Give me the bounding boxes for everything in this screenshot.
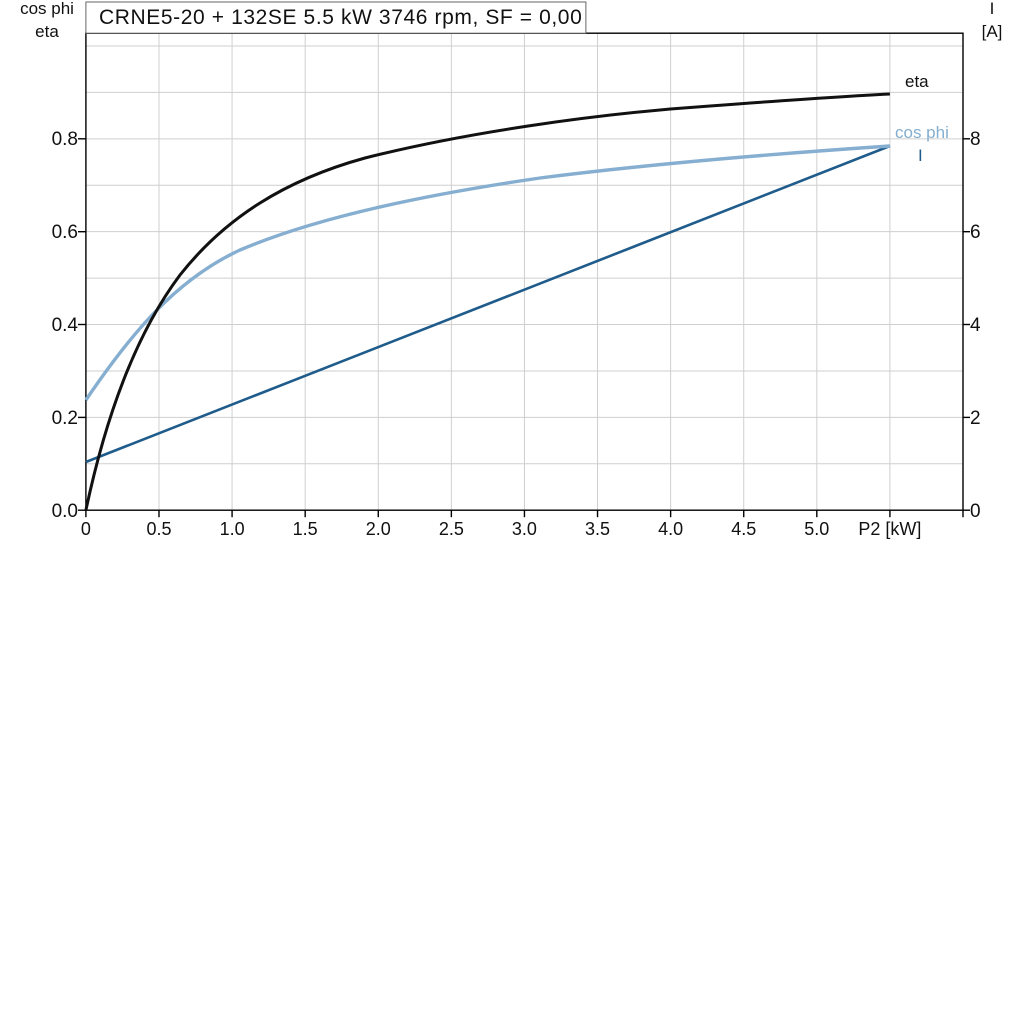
svg-text:eta: eta [905,72,929,91]
svg-text:4: 4 [970,315,981,336]
svg-text:cos phi: cos phi [20,0,74,18]
svg-text:3.5: 3.5 [585,519,610,539]
svg-text:[A]: [A] [982,22,1003,41]
svg-text:0.8: 0.8 [52,129,78,150]
svg-text:0.2: 0.2 [52,408,78,429]
svg-text:6: 6 [970,222,981,243]
svg-text:0.6: 0.6 [52,222,78,243]
svg-text:2.0: 2.0 [366,519,391,539]
svg-text:1.5: 1.5 [293,519,318,539]
svg-text:P2 [kW]: P2 [kW] [858,519,921,539]
svg-text:4.5: 4.5 [731,519,756,539]
svg-text:2.5: 2.5 [439,519,464,539]
svg-text:0.5: 0.5 [146,519,171,539]
svg-text:cos phi: cos phi [895,123,949,142]
svg-text:eta: eta [35,22,59,41]
svg-text:0: 0 [970,501,981,522]
svg-text:0: 0 [81,519,91,539]
svg-text:I: I [990,0,995,18]
svg-text:0.0: 0.0 [52,501,78,522]
svg-text:CRNE5-20 + 132SE 5.5 kW: CRNE5-20 + 132SE 5.5 kW 3746 rpm, SF = 0… [99,6,582,29]
svg-text:4.0: 4.0 [658,519,683,539]
svg-text:8: 8 [970,129,981,150]
svg-text:3.0: 3.0 [512,519,537,539]
svg-text:2: 2 [970,408,981,429]
svg-text:1.0: 1.0 [220,519,245,539]
svg-text:0.4: 0.4 [52,315,79,336]
svg-text:5.0: 5.0 [804,519,829,539]
svg-text:I: I [918,146,923,165]
